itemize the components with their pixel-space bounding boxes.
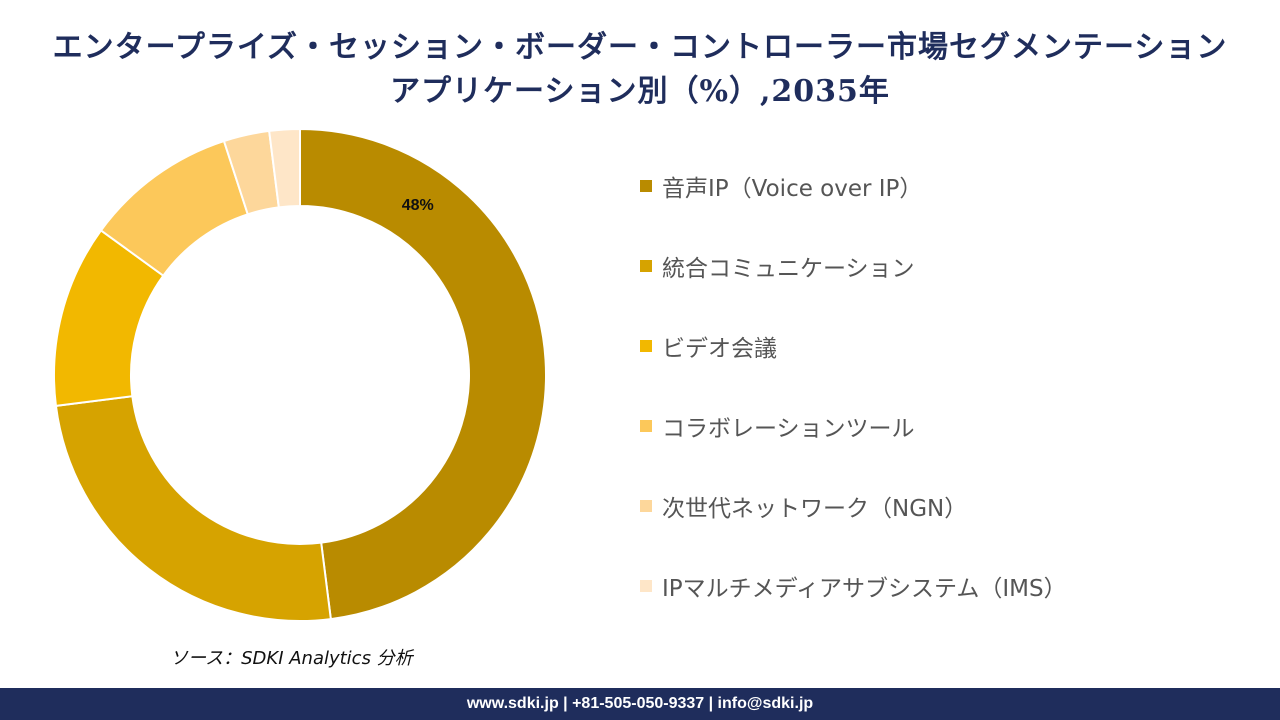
legend-label: IPマルチメディアサブシステム（IMS） [662,576,1067,602]
legend-item: コラボレーションツール [640,406,915,446]
legend-label: コラボレーションツール [662,416,915,442]
legend-swatch [640,420,652,432]
legend-item: 音声IP（Voice over IP） [640,166,922,206]
footer-contact: www.sdki.jp | +81-505-050-9337 | info@sd… [0,688,1280,720]
legend-label: 次世代ネットワーク（NGN） [662,496,968,522]
donut-slice [299,127,547,621]
slice-data-label: 48% [402,197,434,214]
legend-swatch [640,340,652,352]
legend-swatch [640,580,652,592]
legend-swatch [640,500,652,512]
legend-item: ビデオ会議 [640,326,777,366]
legend-label: 統合コミュニケーション [662,256,915,282]
legend-label: ビデオ会議 [662,336,777,362]
donut-slice [268,127,301,209]
legend-label: 音声IP（Voice over IP） [662,176,923,202]
legend-swatch [640,260,652,272]
source-note: ソース：SDKI Analytics 分析 [170,648,413,669]
legend-item: IPマルチメディアサブシステム（IMS） [640,566,1067,606]
donut-slice [54,395,332,622]
legend-item: 統合コミュニケーション [640,246,915,286]
legend-item: 次世代ネットワーク（NGN） [640,486,967,526]
legend-swatch [640,180,652,192]
chart-title: エンタープライズ・セッション・ボーダー・コントローラー市場セグメンテーションアプ… [52,30,1228,109]
